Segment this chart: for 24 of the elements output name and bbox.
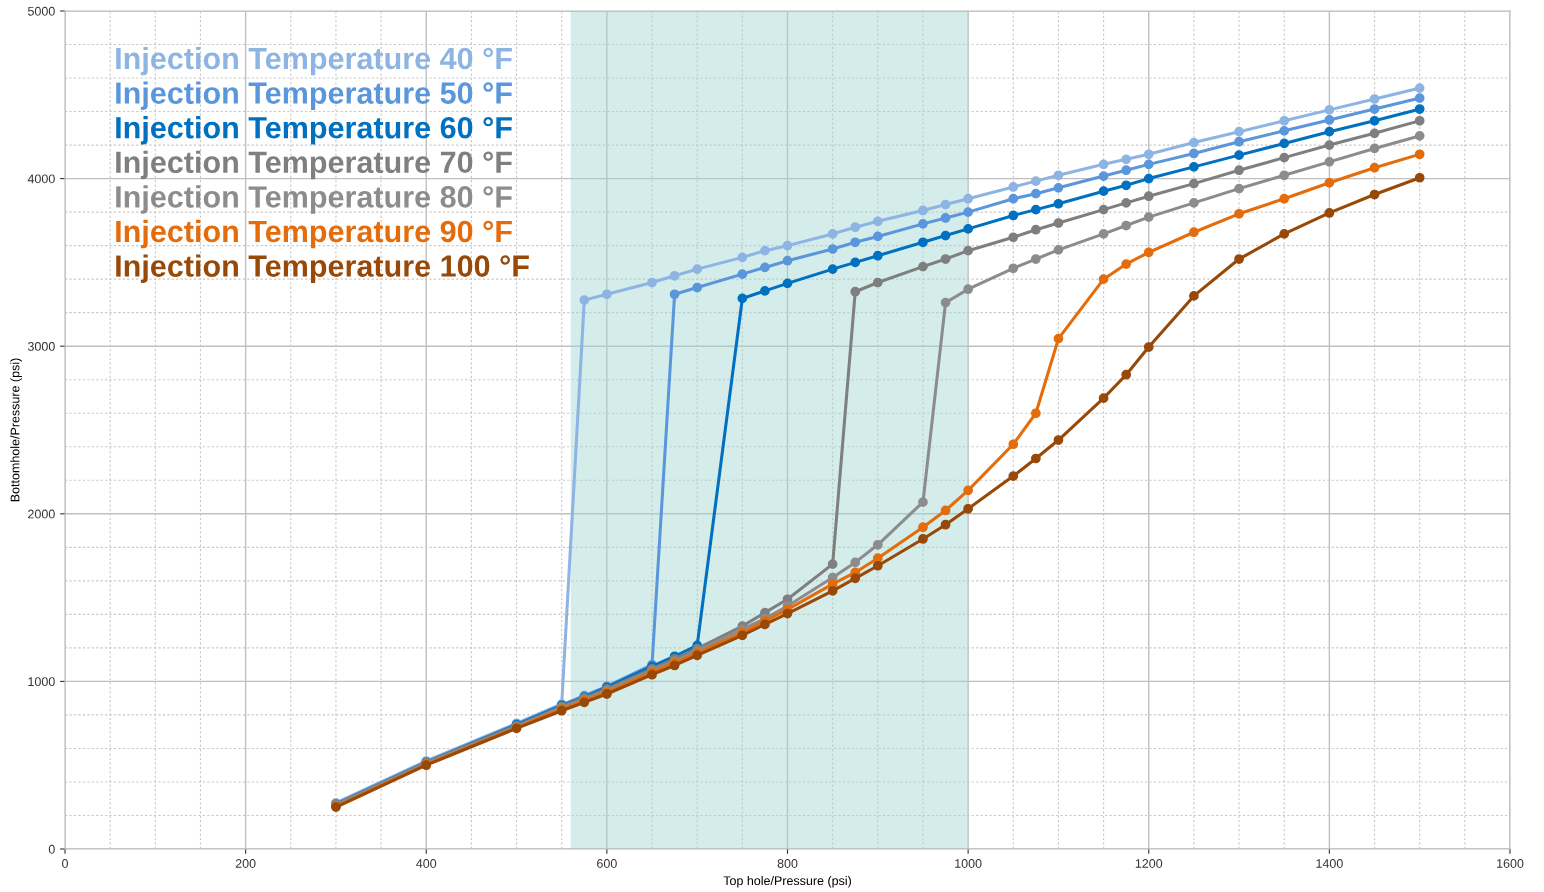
x-axis-title: Top hole/Pressure (psi) — [723, 875, 851, 888]
text: Injection Temperature 40 °F — [116, 46, 512, 76]
x-tick-label: 0 — [62, 859, 68, 868]
text: Injection Temperature 60 °F — [116, 116, 512, 145]
x-tick-label: 1000 — [955, 859, 982, 868]
text: Injection Temperature 100 °F — [116, 254, 529, 283]
y-tick-label: 0 — [48, 844, 55, 854]
y-axis-title: Bottomhole/Pressure (psi) — [10, 358, 22, 502]
y-tick-label: 5000 — [27, 6, 55, 16]
x-tick-label: 400 — [416, 859, 437, 868]
y-tick-label: 2000 — [28, 509, 55, 519]
x-tick-label: 200 — [235, 859, 256, 868]
y-tick-label: 4000 — [27, 174, 55, 184]
y-tick-label: 3000 — [27, 342, 55, 351]
x-tick-label: 600 — [597, 859, 617, 868]
x-tick-label: 1400 — [1316, 859, 1343, 868]
text: Injection Temperature 50 °F — [116, 81, 512, 110]
x-tick-label: 1200 — [1135, 859, 1163, 868]
text: Injection Temperature 70 °F — [116, 150, 512, 180]
text: Injection Temperature 80 °F — [116, 185, 512, 214]
x-tick-label: 800 — [777, 859, 798, 868]
y-tick-label: 1000 — [28, 677, 55, 687]
x-tick-label: 1600 — [1497, 859, 1524, 868]
text: Injection Temperature 90 °F — [116, 219, 512, 249]
